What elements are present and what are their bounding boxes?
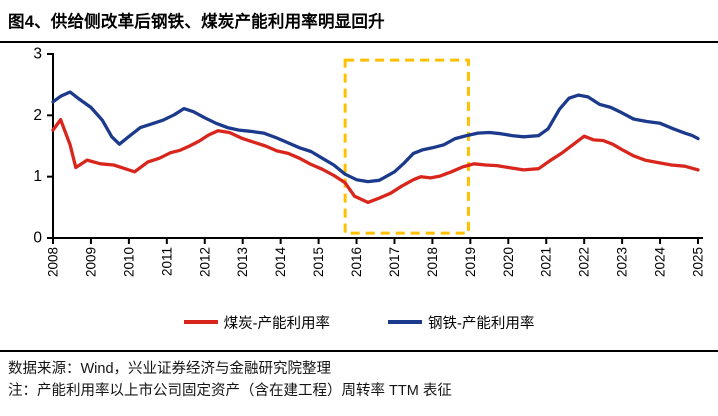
y-tick-label: 2 (33, 107, 42, 124)
x-tick-label: 2025 (691, 247, 706, 277)
x-tick-label: 2013 (235, 247, 250, 277)
x-tick-label: 2016 (349, 247, 364, 277)
legend-item-steel: 钢铁-产能利用率 (388, 312, 534, 333)
x-tick-label: 2015 (311, 247, 326, 277)
legend-label-coal: 煤炭-产能利用率 (223, 315, 330, 332)
x-tick-label: 2021 (539, 247, 554, 277)
x-tick-label: 2014 (273, 247, 288, 278)
y-tick-label: 3 (33, 46, 42, 63)
x-tick-label: 2024 (653, 247, 668, 278)
axes (52, 53, 703, 239)
x-tick-label: 2022 (577, 247, 592, 277)
x-tick-label: 2023 (615, 247, 630, 277)
steel-line-swatch (388, 320, 422, 324)
y-tick-label: 1 (33, 168, 42, 185)
x-tick-label: 2011 (159, 247, 174, 276)
figure-title: 图4、供给侧改革后钢铁、煤炭产能利用率明显回升 (0, 0, 718, 43)
x-tick-label: 2018 (425, 247, 440, 277)
legend-label-steel: 钢铁-产能利用率 (428, 315, 535, 332)
x-tick-label: 2010 (121, 247, 136, 277)
x-tick-label: 2012 (197, 247, 212, 277)
x-tick-label: 2009 (83, 247, 98, 277)
capacity-utilization-line-chart: 0 1 2 3 2008 2009 2010 2011 2012 2013 2014 2015 2016… (33, 46, 706, 278)
x-tick-label: 2020 (501, 247, 516, 277)
legend-item-coal: 煤炭-产能利用率 (183, 312, 330, 333)
y-tick-label: 0 (33, 230, 42, 247)
coal-line-swatch (183, 320, 218, 324)
figure-notes: 数据来源：Wind，兴业证券经济与金融研究院整理 注：产能利用率以上市公司固定资… (0, 352, 718, 403)
x-tick-label: 2017 (387, 247, 402, 277)
coal-series-line (51, 117, 700, 205)
x-tick-label: 2008 (46, 247, 61, 277)
x-tick-label: 2019 (463, 247, 478, 277)
steel-series-line (51, 90, 700, 184)
chart-legend: 煤炭-产能利用率 钢铁-产能利用率 (0, 311, 718, 333)
research-figure-page: 图4、供给侧改革后钢铁、煤炭产能利用率明显回升 0 1 2 3 2008 2009 2010… (0, 0, 718, 403)
method-note: 注：产能利用率以上市公司固定资产（含在建工程）周转率 TTM 表征 (8, 383, 452, 400)
divider-line (0, 350, 718, 352)
highlight-box (343, 58, 470, 235)
source-note: 数据来源：Wind，兴业证券经济与金融研究院整理 (8, 361, 332, 377)
